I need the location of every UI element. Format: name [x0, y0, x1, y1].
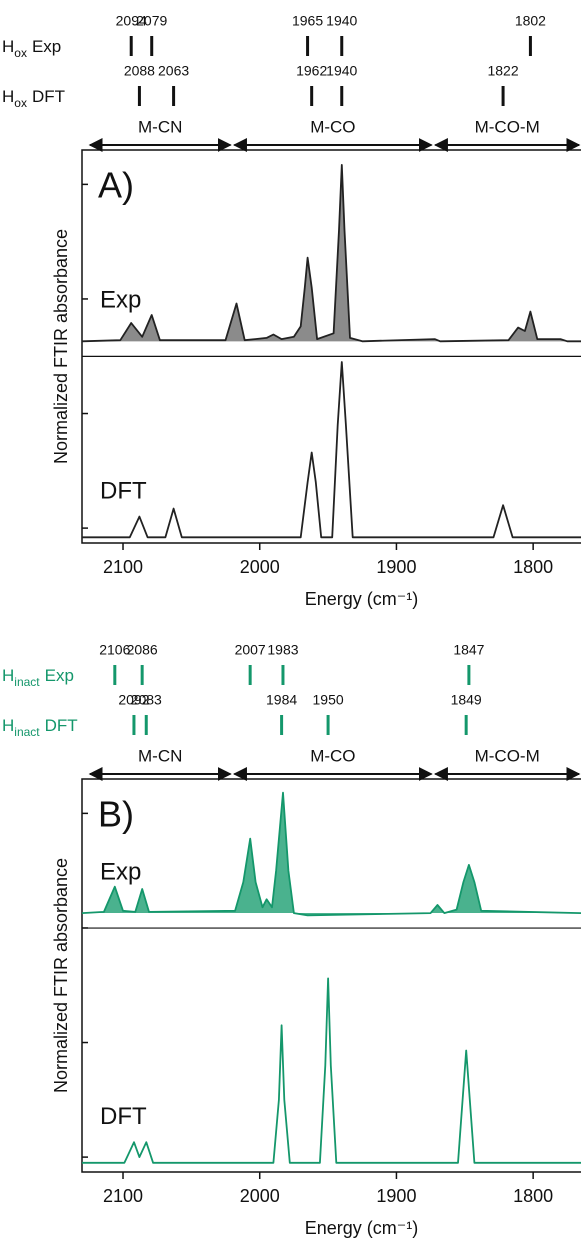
region-label: M-CO-M	[475, 117, 540, 136]
x-tick-label: 2000	[240, 557, 280, 577]
row-label-sub: inact	[14, 725, 40, 739]
x-tick-label: 2000	[240, 1186, 280, 1206]
x-tick-label: 1800	[513, 557, 553, 577]
series-label: DFT	[100, 478, 147, 505]
band-value: 2083	[131, 692, 162, 708]
panel-label: A)	[98, 165, 134, 206]
band-value: 1950	[313, 692, 344, 708]
band-value: 2063	[158, 63, 189, 79]
row-label-main: H	[2, 87, 14, 106]
row-label-suffix: Exp	[45, 666, 74, 685]
region-label: M-CO	[310, 117, 355, 136]
plot-frame	[81, 778, 581, 1173]
series-label: Exp	[100, 858, 141, 885]
y-axis-label: Normalized FTIR absorbance	[51, 858, 71, 1093]
plot-frame	[81, 149, 581, 544]
band-value: 1802	[515, 13, 546, 29]
band-value: 1984	[266, 692, 297, 708]
row-label-main: H	[2, 666, 14, 685]
x-tick-label: 2100	[103, 557, 143, 577]
band-value: 2086	[127, 642, 158, 658]
series-label: DFT	[100, 1103, 147, 1130]
region-label: M-CO-M	[475, 746, 540, 765]
spectrum-line	[82, 977, 581, 1164]
region-label: M-CN	[138, 746, 182, 765]
peak-fill	[82, 792, 581, 916]
band-value: 2106	[99, 642, 130, 658]
series-label: Exp	[100, 287, 141, 314]
row-label-sub: inact	[14, 675, 40, 689]
x-axis-label: Energy (cm⁻¹)	[305, 589, 419, 609]
band-value: 2092	[118, 692, 149, 708]
band-value: 1965	[292, 13, 323, 29]
spectrum-line	[81, 791, 581, 917]
band-value: 1849	[451, 692, 482, 708]
row-label-suffix: DFT	[45, 716, 78, 735]
x-tick-label: 1800	[513, 1186, 553, 1206]
row-label-suffix: Exp	[32, 37, 61, 56]
x-tick-label: 1900	[376, 557, 416, 577]
band-value: 1847	[453, 642, 484, 658]
band-value: 2007	[235, 642, 266, 658]
row-label: Hox Exp	[2, 37, 61, 60]
peak-fill	[82, 164, 581, 342]
region-label: M-CN	[138, 117, 182, 136]
band-value: 2079	[136, 13, 167, 29]
row-label-suffix: DFT	[32, 87, 65, 106]
x-tick-label: 2100	[103, 1186, 143, 1206]
row-label-main: H	[2, 716, 14, 735]
panel-label: B)	[98, 794, 134, 835]
band-value: 1983	[267, 642, 298, 658]
band-value: 1940	[326, 13, 357, 29]
x-tick-label: 1900	[376, 1186, 416, 1206]
row-label-sub: ox	[14, 46, 27, 60]
row-label: Hinact Exp	[2, 666, 74, 689]
region-label: M-CO	[310, 746, 355, 765]
band-value: 1822	[487, 63, 518, 79]
band-value: 2088	[124, 63, 155, 79]
spectrum-line	[82, 361, 581, 539]
row-label: Hox DFT	[2, 87, 65, 110]
spectrum-line	[81, 164, 581, 343]
band-value: 1962	[296, 63, 327, 79]
y-axis-label: Normalized FTIR absorbance	[51, 229, 71, 464]
band-value: 1940	[326, 63, 357, 79]
band-value: 2094	[116, 13, 147, 29]
row-label-main: H	[2, 37, 14, 56]
row-label: Hinact DFT	[2, 716, 78, 739]
x-axis-label: Energy (cm⁻¹)	[305, 1218, 419, 1238]
row-label-sub: ox	[14, 96, 27, 110]
